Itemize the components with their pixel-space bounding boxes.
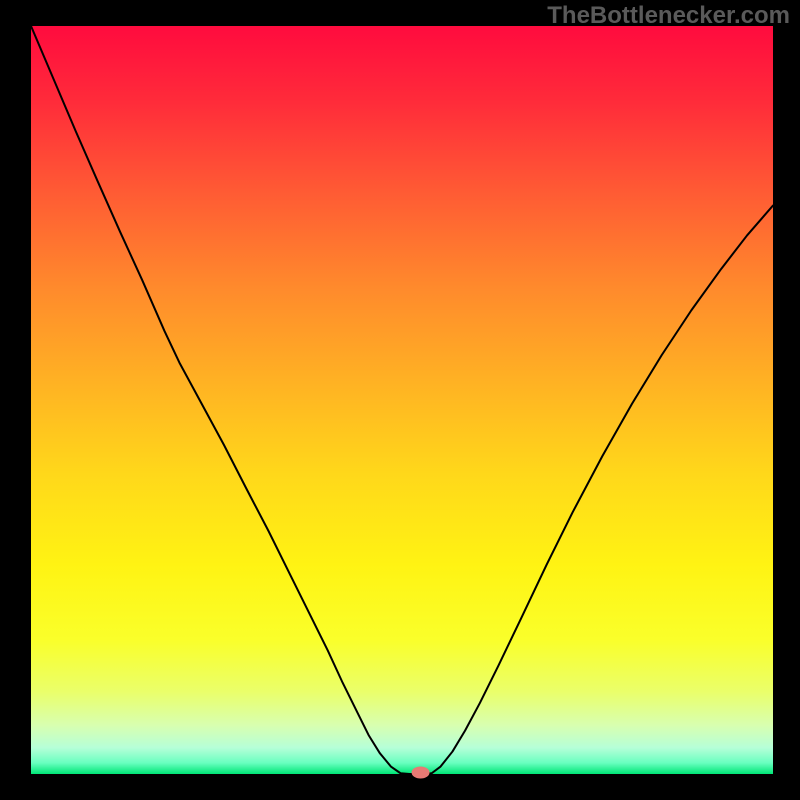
watermark-text: TheBottlenecker.com [547,2,790,30]
chart-gradient-bg [31,26,773,774]
chart-frame: TheBottlenecker.com [0,0,800,800]
optimum-marker [412,767,430,779]
bottleneck-chart [0,0,800,800]
